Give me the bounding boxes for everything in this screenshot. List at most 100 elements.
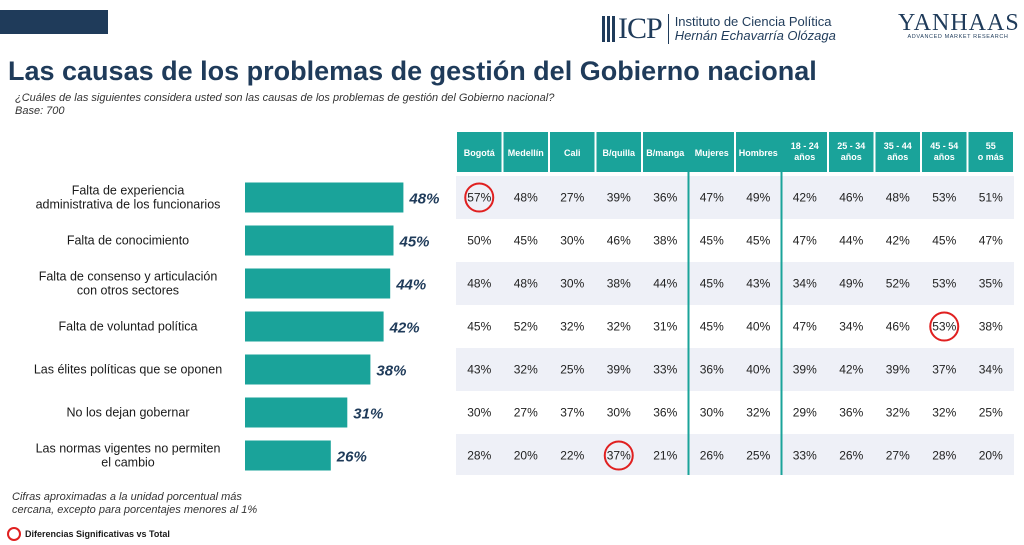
- icp-name-line1: Instituto de Ciencia Política: [674, 14, 832, 29]
- table-cell-value: 46%: [839, 191, 863, 205]
- table-header-cell: [782, 132, 827, 172]
- table-header-cell: [736, 132, 781, 172]
- table-cell-value: 45%: [700, 320, 724, 334]
- legend: Diferencias Significativas vs Total: [7, 527, 170, 541]
- table-cell-value: 40%: [746, 363, 770, 377]
- table-header-label: Mujeres: [695, 148, 729, 158]
- table-header-label: Hombres: [739, 148, 778, 158]
- icp-logo: ICP Instituto de Ciencia Política Hernán…: [602, 12, 836, 46]
- significance-circle-icon: [7, 527, 21, 541]
- table-cell-value: 25%: [979, 406, 1003, 420]
- yanhaas-logo-subtitle: ADVANCED MARKET RESEARCH: [907, 34, 1009, 40]
- bar-value-label: 44%: [395, 277, 426, 294]
- table-row-band: [456, 262, 1014, 305]
- table-cell-value: 47%: [793, 320, 817, 334]
- table-cell-value: 30%: [607, 406, 631, 420]
- question-text: ¿Cuáles de las siguientes considera uste…: [15, 92, 555, 104]
- table-header-label: B/quilla: [602, 148, 635, 158]
- table-cell-value: 37%: [932, 363, 956, 377]
- table-cell-value: 52%: [514, 320, 538, 334]
- table-cell-value: 20%: [514, 449, 538, 463]
- bar: [245, 225, 394, 256]
- table-cell-value: 37%: [607, 449, 631, 463]
- table-cell-value: 42%: [886, 234, 910, 248]
- table-cell-value: 32%: [560, 320, 584, 334]
- table-cell-value: 45%: [514, 234, 538, 248]
- bar-value-label: 45%: [399, 234, 430, 251]
- table-header-label: 55 o más: [978, 141, 1004, 162]
- table-header-cell: [550, 132, 595, 172]
- table-cell-value: 46%: [607, 234, 631, 248]
- table-cell-value: 45%: [700, 234, 724, 248]
- table-cell-value: 39%: [886, 363, 910, 377]
- table-cell-value: 32%: [932, 406, 956, 420]
- significance-circle: [464, 182, 495, 213]
- bar: [245, 440, 331, 471]
- table-cell-value: 33%: [793, 449, 817, 463]
- table-cell-value: 46%: [886, 320, 910, 334]
- table-cell-value: 32%: [746, 406, 770, 420]
- table-header-cell: [643, 132, 688, 172]
- table-cell-value: 36%: [839, 406, 863, 420]
- table-cell-value: 49%: [746, 191, 770, 205]
- table-cell-value: 51%: [979, 191, 1003, 205]
- causes-chart: Bogotá Medellín Cali B/quilla B/manga Mujeres…: [34, 132, 1014, 475]
- table-cell-value: 38%: [653, 234, 677, 248]
- bar-value-label: 42%: [389, 320, 420, 337]
- table-cell-value: 20%: [979, 449, 1003, 463]
- table-header-label: Cali: [564, 148, 581, 158]
- table-row-band: [456, 348, 1014, 391]
- yanhaas-logo-text: YANHAAS: [898, 10, 1020, 36]
- table-row-band: [456, 176, 1014, 219]
- icp-separator: [667, 14, 669, 44]
- table-cell-value: 25%: [746, 449, 770, 463]
- bar: [245, 354, 371, 385]
- footnote-line2: cercana, excepto para porcentajes menore…: [12, 504, 258, 516]
- table-cell-value: 37%: [560, 406, 584, 420]
- table-cell-value: 30%: [700, 406, 724, 420]
- table-cell-value: 45%: [932, 234, 956, 248]
- table-cell-value: 48%: [886, 191, 910, 205]
- table-cell-value: 48%: [467, 277, 491, 291]
- table-cell-value: 33%: [653, 363, 677, 377]
- icp-name-line2: Hernán Echavarría Olózaga: [674, 28, 836, 43]
- table-cell-value: 28%: [932, 449, 956, 463]
- bar-value-label: 31%: [353, 406, 383, 423]
- yanhaas-logo: YANHAAS ADVANCED MARKET RESEARCH: [898, 10, 1020, 40]
- table-cell-value: 21%: [653, 449, 677, 463]
- table-cell-value: 26%: [700, 449, 724, 463]
- footnote-line1: Cifras aproximadas a la unidad porcentua…: [12, 491, 242, 503]
- table-cell-value: 27%: [560, 191, 584, 205]
- table-cell-value: 52%: [886, 277, 910, 291]
- table-cell-value: 42%: [839, 363, 863, 377]
- table-cell-value: 39%: [793, 363, 817, 377]
- table-cell-value: 45%: [700, 277, 724, 291]
- table-cell-value: 36%: [700, 363, 724, 377]
- table-cell-value: 30%: [560, 234, 584, 248]
- table-cell-value: 45%: [467, 320, 491, 334]
- top-accent-bar: [0, 10, 108, 34]
- table-cell-value: 35%: [979, 277, 1003, 291]
- table-cell-value: 43%: [467, 363, 491, 377]
- table-row-band: [456, 434, 1014, 475]
- category-label: Falta de conocimiento: [67, 234, 189, 248]
- table-cell-value: 28%: [467, 449, 491, 463]
- table-cell-value: 30%: [467, 406, 491, 420]
- table-header-label: B/manga: [646, 148, 685, 158]
- page-title: Las causas de los problemas de gestión d…: [8, 56, 817, 86]
- icp-logo-text: ICP: [618, 12, 663, 45]
- table-cell-value: 49%: [839, 277, 863, 291]
- table-cell-value: 29%: [793, 406, 817, 420]
- category-label: No los dejan gobernar: [67, 406, 190, 420]
- table-cell-value: 50%: [467, 234, 491, 248]
- table-header-label: 35 - 44 años: [884, 141, 912, 162]
- table-cell-value: 53%: [932, 277, 956, 291]
- bar: [245, 397, 348, 428]
- table-cell-value: 43%: [746, 277, 770, 291]
- table-header-cell: [875, 132, 920, 172]
- table-cell-value: 36%: [653, 191, 677, 205]
- bar: [245, 311, 384, 342]
- bar: [245, 268, 391, 299]
- category-label: Falta de consenso y articulación con otro…: [39, 270, 218, 298]
- table-cell-value: 22%: [560, 449, 584, 463]
